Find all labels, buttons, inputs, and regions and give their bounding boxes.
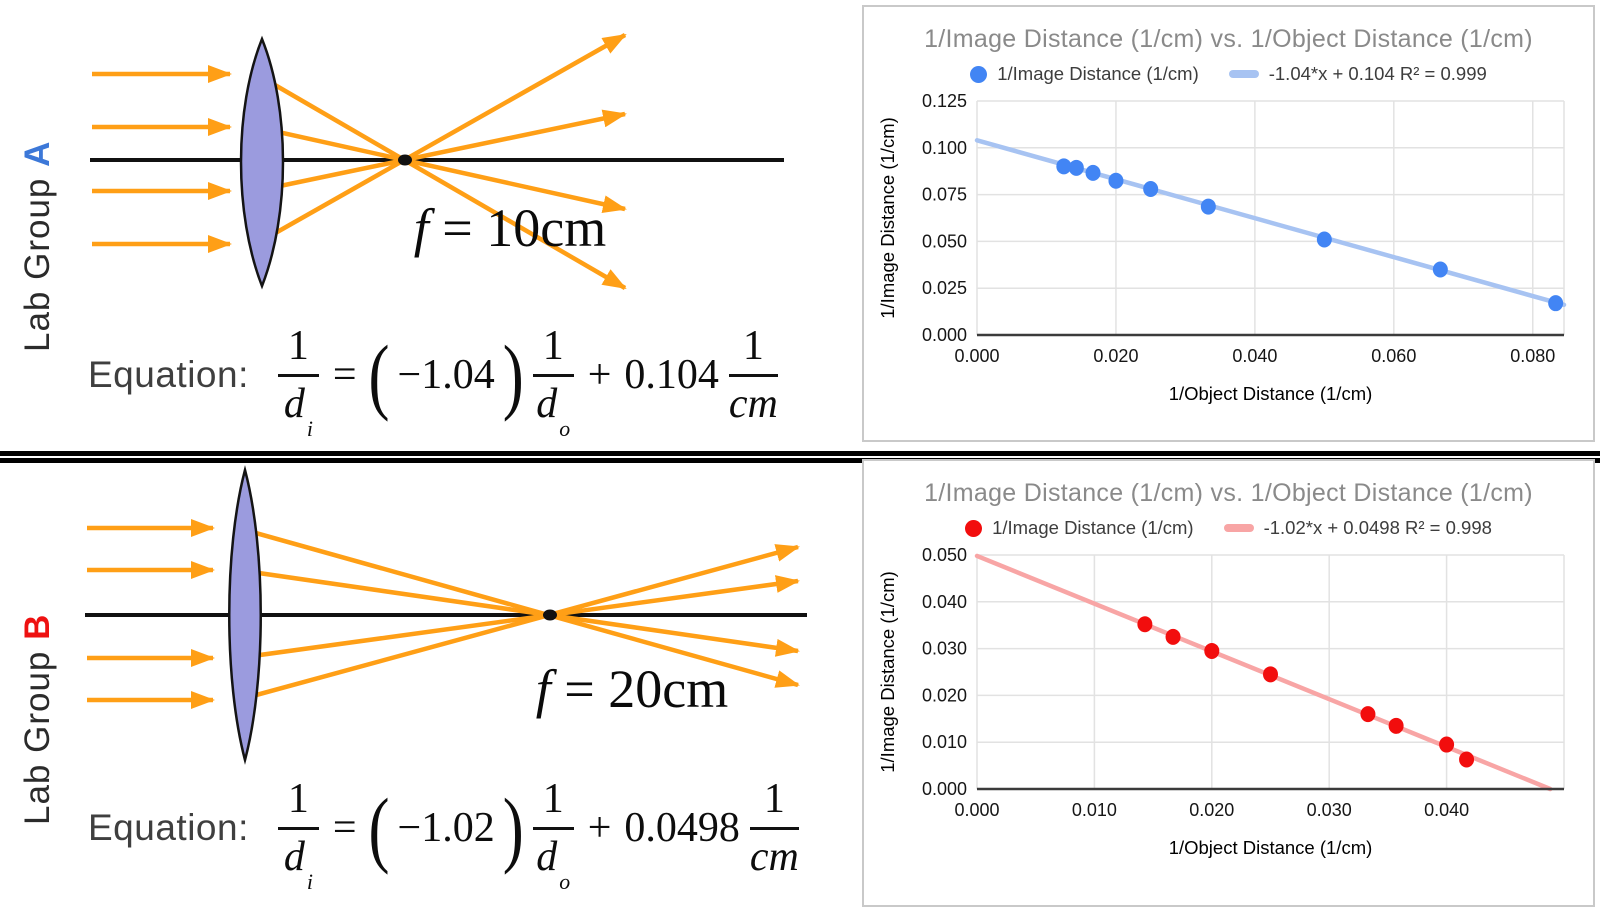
data-point bbox=[1316, 231, 1332, 248]
x-tick-label: 0.000 bbox=[954, 800, 999, 820]
y-tick-label: 0.050 bbox=[922, 231, 967, 251]
x-tick-label: 0.040 bbox=[1232, 346, 1277, 366]
x-tick-label: 0.020 bbox=[1189, 800, 1234, 820]
data-point bbox=[1459, 751, 1475, 768]
data-point bbox=[1056, 158, 1072, 175]
legend-series-a: 1/Image Distance (1/cm) bbox=[970, 63, 1199, 85]
x-tick-label: 0.020 bbox=[1093, 346, 1138, 366]
equation-b: Equation: 1 di = ( −1.02 ) 1 do + 0.0498 1… bbox=[88, 762, 802, 894]
y-tick-label: 0.000 bbox=[922, 325, 967, 345]
y-tick-label: 0.075 bbox=[922, 185, 967, 205]
legend-series-b: 1/Image Distance (1/cm) bbox=[965, 517, 1194, 539]
y-axis-title: 1/Image Distance (1/cm) bbox=[877, 571, 898, 773]
data-point bbox=[1263, 666, 1278, 683]
focal-length-label-b: f = 20cm bbox=[536, 659, 728, 719]
chart-legend-a: 1/Image Distance (1/cm) -1.04*x + 0.104 … bbox=[864, 63, 1593, 85]
lens-ray-diagram-b: f = 20cm bbox=[85, 465, 807, 765]
legend-trend-b: -1.02*x + 0.0498 R² = 0.998 bbox=[1223, 517, 1492, 539]
x-tick-label: 0.030 bbox=[1307, 800, 1352, 820]
data-point bbox=[1068, 159, 1084, 176]
data-point bbox=[1085, 164, 1101, 181]
chart-title-b: 1/Image Distance (1/cm) vs. 1/Object Dis… bbox=[924, 479, 1533, 507]
converging-lens-a bbox=[239, 35, 285, 290]
group-a-letter: A bbox=[18, 140, 57, 167]
equation-math-a: 1 di = ( −1.04 ) 1 do + 0.104 1 cm bbox=[275, 325, 781, 440]
data-point bbox=[1432, 261, 1448, 278]
refracted-rays bbox=[237, 525, 800, 703]
data-point bbox=[1143, 180, 1159, 197]
x-tick-label: 0.010 bbox=[1072, 800, 1117, 820]
y-tick-label: 0.020 bbox=[922, 685, 967, 705]
y-tick-label: 0.125 bbox=[922, 91, 967, 111]
chart-panel-a: 1/Image Distance (1/cm) vs. 1/Object Dis… bbox=[862, 5, 1595, 442]
y-axis-title: 1/Image Distance (1/cm) bbox=[877, 117, 898, 319]
incident-rays bbox=[87, 519, 215, 709]
group-a-label-text: Lab Group bbox=[18, 166, 57, 352]
y-tick-label: 0.050 bbox=[922, 545, 967, 565]
legend-trend-a: -1.04*x + 0.104 R² = 0.999 bbox=[1228, 63, 1487, 85]
incident-rays bbox=[92, 65, 232, 253]
group-a-label: Lab Group A bbox=[18, 141, 58, 352]
y-tick-label: 0.010 bbox=[922, 732, 967, 752]
equation-label-b: Equation: bbox=[88, 807, 249, 848]
scatter-plot-a: 0.000 0.020 0.040 0.060 0.080 0.000 0.025 0.050… bbox=[877, 91, 1567, 404]
equation-math-b: 1 di = ( −1.02 ) 1 do + 0.0498 1 cm bbox=[275, 778, 802, 893]
refracted-rays bbox=[254, 33, 627, 290]
lens-ray-diagram-a: f = 10cm bbox=[90, 33, 784, 290]
section-divider bbox=[0, 451, 1600, 463]
group-b-label-text: Lab Group bbox=[18, 639, 57, 825]
chart-legend-b: 1/Image Distance (1/cm) -1.02*x + 0.0498… bbox=[864, 517, 1593, 539]
y-tick-label: 0.100 bbox=[922, 138, 967, 158]
data-point bbox=[1204, 642, 1220, 659]
x-tick-label: 0.000 bbox=[954, 346, 999, 366]
y-tick-label: 0.000 bbox=[922, 779, 967, 799]
focal-length-label-a: f = 10cm bbox=[414, 198, 606, 258]
x-axis-title: 1/Object Distance (1/cm) bbox=[1169, 383, 1373, 404]
x-tick-label: 0.080 bbox=[1510, 346, 1555, 366]
x-tick-label: 0.060 bbox=[1371, 346, 1416, 366]
data-point bbox=[1360, 706, 1376, 723]
trendline-swatch-icon bbox=[1223, 524, 1254, 532]
equation-label-a: Equation: bbox=[88, 354, 249, 395]
group-b-label: Lab Group B bbox=[18, 614, 58, 825]
data-point bbox=[1137, 616, 1153, 633]
data-point bbox=[1388, 717, 1404, 734]
focal-point-b bbox=[543, 609, 557, 621]
x-tick-label: 0.040 bbox=[1424, 800, 1469, 820]
y-tick-label: 0.040 bbox=[922, 592, 967, 612]
converging-lens-b bbox=[228, 465, 262, 765]
data-point bbox=[1200, 198, 1216, 215]
group-b-letter: B bbox=[18, 613, 57, 640]
data-point bbox=[1439, 736, 1455, 753]
scatter-plot-b: 0.000 0.010 0.020 0.030 0.040 0.000 0.010 0.020… bbox=[877, 545, 1565, 858]
series-dot-icon bbox=[965, 519, 983, 537]
focal-point-a bbox=[398, 154, 412, 166]
chart-title-a: 1/Image Distance (1/cm) vs. 1/Object Dis… bbox=[924, 25, 1533, 53]
y-tick-label: 0.025 bbox=[922, 278, 967, 298]
data-point bbox=[1548, 295, 1564, 312]
chart-panel-b: 1/Image Distance (1/cm) vs. 1/Object Dis… bbox=[862, 459, 1595, 907]
y-tick-label: 0.030 bbox=[922, 639, 967, 659]
data-point bbox=[1165, 628, 1181, 645]
trendline-swatch-icon bbox=[1228, 70, 1259, 78]
x-axis-title: 1/Object Distance (1/cm) bbox=[1169, 837, 1373, 858]
series-dot-icon bbox=[970, 65, 988, 83]
data-point bbox=[1108, 172, 1124, 189]
